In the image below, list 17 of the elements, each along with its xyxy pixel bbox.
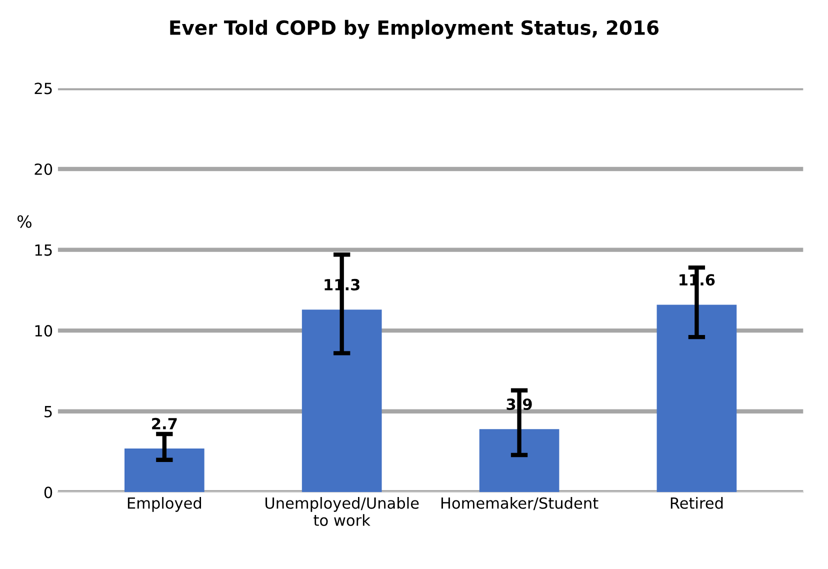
x-tick-label: Homemaker/Student [441, 497, 598, 510]
y-tick-label: 15 [35, 244, 52, 256]
data-label: 2.7 [152, 418, 177, 430]
x-tick-label: Retired [670, 497, 723, 509]
chart-title: Ever Told COPD by Employment Status, 2016 [170, 20, 659, 39]
y-tick-label: 5 [44, 406, 52, 418]
bar [479, 429, 560, 492]
x-tick-label: Unemployed/Unable to work [266, 497, 419, 526]
bar [656, 304, 737, 492]
y-tick-label: 25 [34, 82, 52, 94]
y-axis-title: % [17, 215, 32, 228]
bar [302, 310, 382, 492]
x-tick-label: Employed [128, 497, 202, 512]
y-tick-label: 0 [44, 486, 52, 498]
bar [124, 448, 204, 492]
y-tick-label: 10 [35, 325, 52, 337]
y-tick-label: 20 [34, 163, 52, 176]
